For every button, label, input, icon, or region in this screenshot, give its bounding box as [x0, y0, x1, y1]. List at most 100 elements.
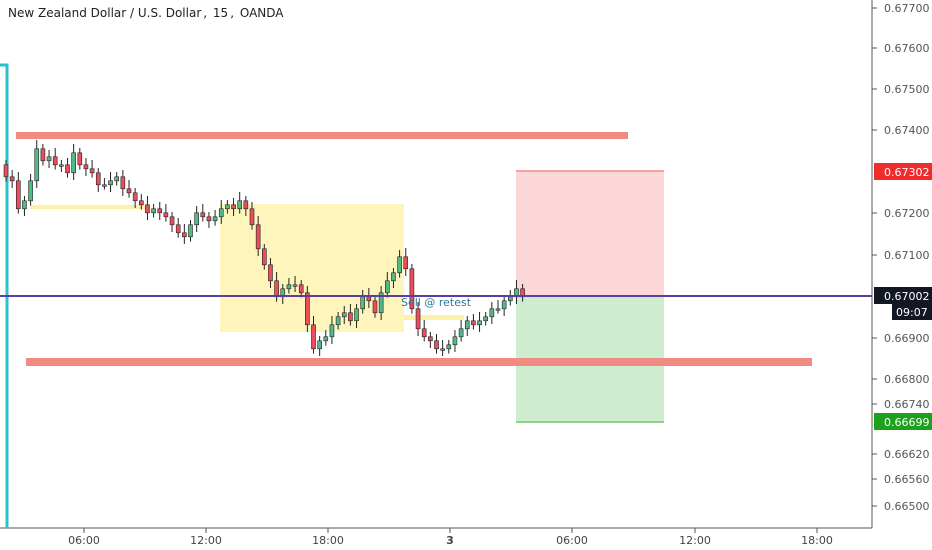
- stop-price-label: 0.67302: [884, 166, 930, 179]
- price-tick-label: 0.66740: [884, 398, 930, 411]
- candle-body: [292, 284, 298, 287]
- resistance-band: [16, 132, 628, 139]
- price-tick-label: 0.67200: [884, 207, 930, 220]
- price-tick-label: 0.66800: [884, 373, 930, 386]
- price-tick-label: 0.66500: [884, 500, 930, 513]
- candle-body: [415, 308, 421, 330]
- candle-body: [440, 348, 445, 351]
- candle-body: [182, 232, 187, 238]
- time-axis[interactable]: 06:00 12:00 18:00 3 06:00 12:00 18:00: [68, 528, 833, 547]
- candle-body: [28, 180, 33, 202]
- candle-body: [157, 208, 163, 214]
- candlestick-series: [3, 140, 525, 356]
- candle-body: [65, 164, 70, 174]
- price-tick-label: 0.66900: [884, 332, 930, 345]
- candle-body: [298, 284, 304, 294]
- candle-body: [317, 340, 322, 350]
- candle-body: [102, 184, 107, 187]
- candle-body: [434, 340, 439, 350]
- price-tick-label: 0.66560: [884, 473, 930, 486]
- price-tick-label: 0.67500: [884, 83, 930, 96]
- candle-body: [15, 180, 21, 210]
- candle-body: [409, 268, 415, 310]
- candle-body: [483, 316, 489, 322]
- candle-body: [268, 264, 273, 282]
- candle-body: [403, 256, 409, 270]
- candle-body: [169, 216, 175, 226]
- target-price-tag: [874, 413, 932, 430]
- candle-body: [40, 148, 46, 162]
- current-price-tag: [874, 287, 932, 304]
- candle-body: [255, 224, 261, 250]
- price-tick-label: 0.66620: [884, 448, 930, 461]
- exchange-label: OANDA: [239, 6, 284, 20]
- time-tick-label: 18:00: [801, 534, 833, 547]
- countdown-label: 09:07: [896, 306, 928, 319]
- candle-body: [477, 320, 482, 326]
- candle-body: [471, 320, 476, 326]
- stop-loss-zone: [516, 171, 664, 296]
- candle-body: [464, 320, 470, 330]
- countdown-tag: [892, 304, 932, 320]
- candle-body: [311, 324, 316, 350]
- candle-body: [163, 212, 169, 218]
- candle-body: [243, 200, 249, 210]
- candle-body: [83, 164, 89, 170]
- candle-body: [329, 324, 335, 338]
- chart-header: New Zealand Dollar / U.S. Dollar, 15, OA…: [8, 6, 286, 20]
- price-axis[interactable]: 0.67700 0.67600 0.67500 0.67400 0.67200 0.671…: [872, 2, 930, 513]
- candle-body: [428, 336, 433, 342]
- candle-body: [126, 188, 132, 194]
- candle-body: [145, 204, 150, 214]
- cyan-marker-line: [0, 63, 9, 528]
- candle-body: [323, 336, 329, 342]
- candle-body: [218, 208, 224, 218]
- candle-body: [188, 224, 193, 238]
- candle-body: [108, 180, 113, 186]
- target-price-label: 0.66699: [884, 416, 930, 429]
- candle-body: [212, 216, 218, 222]
- candle-body: [421, 328, 427, 338]
- candle-body: [489, 308, 495, 318]
- candle-body: [372, 300, 378, 314]
- candle-body: [52, 156, 58, 166]
- candle-body: [139, 200, 144, 206]
- interval-label: 15: [212, 6, 229, 20]
- candle-body: [495, 308, 501, 311]
- candle-body: [501, 300, 507, 310]
- candle-body: [348, 312, 353, 322]
- time-tick-label: 18:00: [312, 534, 344, 547]
- candle-body: [360, 296, 366, 310]
- candle-body: [206, 216, 212, 222]
- candle-body: [95, 172, 101, 186]
- candle-body: [237, 200, 242, 210]
- candle-body: [9, 176, 15, 182]
- candle-body: [175, 224, 181, 234]
- candle-body: [452, 336, 458, 346]
- candle-body: [286, 284, 292, 290]
- trade-annotation: Sell @ retest: [401, 296, 472, 309]
- candle-body: [3, 164, 9, 178]
- candle-body: [120, 176, 126, 190]
- price-tick-label: 0.67400: [884, 124, 930, 137]
- time-tick-label: 3: [446, 534, 454, 547]
- candle-body: [22, 200, 27, 210]
- candle-body: [249, 208, 255, 226]
- yellow-level-left: [30, 205, 150, 209]
- candle-body: [305, 292, 310, 326]
- candle-body: [89, 168, 95, 174]
- candle-body: [397, 256, 402, 274]
- stop-price-tag: [874, 163, 932, 180]
- candle-body: [200, 212, 206, 218]
- candle-body: [194, 212, 199, 226]
- candle-body: [391, 272, 396, 282]
- candle-body: [46, 156, 52, 162]
- candle-body: [458, 328, 464, 338]
- candle-body: [59, 164, 64, 167]
- support-band: [26, 358, 812, 366]
- yellow-level-right: [404, 315, 464, 320]
- time-tick-label: 06:00: [68, 534, 100, 547]
- candle-body: [261, 248, 267, 266]
- candle-body: [366, 296, 372, 302]
